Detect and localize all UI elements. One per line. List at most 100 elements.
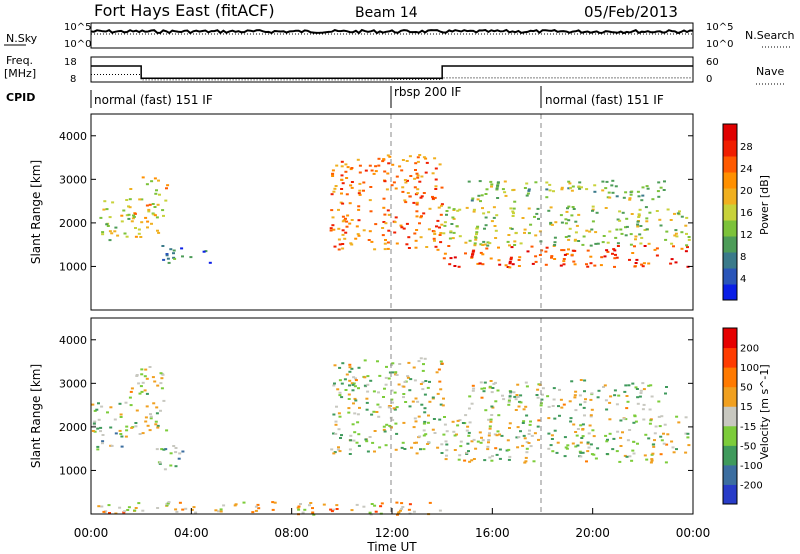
echo-cell-1-3 xyxy=(440,362,444,365)
echo-cell-0-5 xyxy=(575,224,579,227)
echo-cell-1-4 xyxy=(611,448,615,451)
echo-cell-1-2 xyxy=(174,451,178,454)
echo-cell-0-4 xyxy=(476,262,480,265)
echo-cell-1-4 xyxy=(490,414,494,416)
echo-cell-0-1 xyxy=(146,220,150,223)
echo-cell-1-3 xyxy=(398,363,402,365)
echo-cell-1-4 xyxy=(658,425,662,428)
echo-cell-1-6 xyxy=(380,502,384,505)
echo-cell-0-1 xyxy=(157,179,160,182)
echo-cell-0-3 xyxy=(340,192,343,195)
echo-cell-1-1 xyxy=(152,402,156,405)
echo-cell-1-3 xyxy=(423,420,427,423)
cpid-strip: CPID normal (fast) 151 IF rbsp 200 IF no… xyxy=(6,85,664,108)
echo-cell-1-5 xyxy=(514,398,518,401)
freq-label-top: Freq. xyxy=(6,54,33,67)
echo-cell-0-5 xyxy=(447,206,451,209)
echo-cell-0-3 xyxy=(414,162,418,165)
echo-cell-0-3 xyxy=(344,231,348,234)
echo-cell-1-6 xyxy=(118,506,122,509)
echo-cell-1-4 xyxy=(445,430,449,433)
echo-cell-0-6 xyxy=(548,189,552,192)
echo-cell-0-4 xyxy=(538,254,542,256)
echo-cell-0-5 xyxy=(484,216,488,219)
echo-cell-1-6 xyxy=(141,509,145,512)
echo-cell-1-6 xyxy=(122,511,126,514)
echo-cell-0-3 xyxy=(340,160,344,163)
colorbar-swatch xyxy=(723,220,737,237)
echo-cell-1-4 xyxy=(580,437,584,439)
echo-cell-0-4 xyxy=(447,245,451,247)
echo-cell-1-6 xyxy=(190,508,194,511)
echo-cell-0-4 xyxy=(562,249,566,252)
echo-cell-1-4 xyxy=(458,419,462,422)
echo-cell-1-0 xyxy=(101,440,105,443)
echo-cell-1-6 xyxy=(350,509,354,512)
echo-cell-0-4 xyxy=(545,246,549,249)
echo-cell-1-4 xyxy=(550,434,554,437)
echo-cell-0-3 xyxy=(386,154,390,157)
echo-cell-0-6 xyxy=(624,191,628,194)
echo-cell-1-1 xyxy=(154,420,158,423)
echo-cell-1-5 xyxy=(468,407,471,410)
echo-cell-0-3 xyxy=(349,242,353,245)
echo-cell-1-3 xyxy=(393,391,397,394)
echo-cell-0-4 xyxy=(511,263,515,266)
echo-cell-0-5 xyxy=(481,244,485,246)
colorbar-frame xyxy=(722,123,738,301)
echo-cell-1-3 xyxy=(428,400,432,403)
echo-cell-0-5 xyxy=(553,241,557,244)
echo-cell-1-6 xyxy=(166,502,170,505)
echo-cell-1-3 xyxy=(423,411,427,414)
echo-cell-1-3 xyxy=(402,421,406,424)
echo-cell-1-4 xyxy=(589,414,593,417)
echo-cell-1-4 xyxy=(686,432,690,435)
echo-cell-0-6 xyxy=(640,199,644,202)
echo-cell-0-5 xyxy=(451,216,455,219)
echo-cell-0-3 xyxy=(395,242,399,245)
echo-cell-0-4 xyxy=(680,247,684,250)
echo-cell-1-4 xyxy=(605,453,609,455)
echo-cell-0-5 xyxy=(534,234,538,237)
colorbar-swatch xyxy=(723,172,737,189)
echo-cell-0-3 xyxy=(377,164,381,167)
echo-cell-1-5 xyxy=(490,405,494,408)
echo-cell-0-5 xyxy=(538,230,542,233)
echo-cell-1-4 xyxy=(618,460,622,463)
echo-cell-1-5 xyxy=(568,400,572,403)
echo-cell-1-5 xyxy=(609,395,613,398)
echo-cell-1-0 xyxy=(109,426,113,429)
echo-cell-1-3 xyxy=(352,376,356,379)
echo-cell-1-4 xyxy=(551,450,555,453)
echo-cell-1-4 xyxy=(653,439,656,442)
echo-cell-1-3 xyxy=(336,388,340,391)
echo-cell-0-3 xyxy=(341,233,345,236)
echo-cell-1-4 xyxy=(574,431,578,433)
echo-cell-1-3 xyxy=(332,384,336,387)
echo-cell-0-3 xyxy=(434,245,438,248)
echo-cell-0-5 xyxy=(475,233,478,236)
echo-cell-1-4 xyxy=(615,450,619,453)
echo-cell-1-4 xyxy=(606,438,609,441)
echo-cell-1-5 xyxy=(517,405,521,408)
echo-cell-1-6 xyxy=(438,509,442,512)
echo-cell-0-3 xyxy=(386,209,390,212)
echo-cell-1-3 xyxy=(347,398,351,400)
echo-cell-1-0 xyxy=(95,408,99,411)
echo-cell-1-5 xyxy=(634,386,638,389)
echo-cell-1-6 xyxy=(192,506,196,509)
echo-cell-0-3 xyxy=(381,227,385,229)
colorbar-tick-label: 50 xyxy=(740,383,753,394)
echo-cell-1-3 xyxy=(340,434,343,437)
echo-cell-0-2 xyxy=(161,245,165,247)
echo-cell-0-5 xyxy=(458,235,462,238)
echo-cell-0-6 xyxy=(657,181,661,184)
echo-cell-0-5 xyxy=(645,220,649,223)
echo-cell-1-3 xyxy=(416,400,420,403)
echo-cell-1-6 xyxy=(401,506,405,508)
echo-cell-1-4 xyxy=(665,443,669,446)
echo-cell-1-6 xyxy=(137,502,141,505)
echo-cell-0-3 xyxy=(383,180,387,183)
echo-cell-0-5 xyxy=(475,231,479,234)
